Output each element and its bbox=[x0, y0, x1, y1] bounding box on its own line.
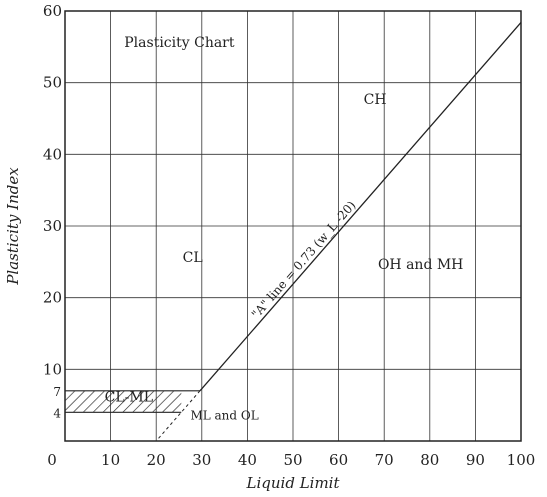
series-group bbox=[155, 22, 522, 442]
region-label: CH bbox=[364, 92, 387, 108]
a-line-extension bbox=[155, 390, 201, 442]
region-label: OH and MH bbox=[378, 257, 463, 273]
x-tick-label: 10 bbox=[101, 451, 120, 469]
y-tick-label: 10 bbox=[43, 360, 62, 378]
region-label: ML and OL bbox=[190, 409, 258, 423]
cl-ml-band bbox=[65, 390, 200, 413]
chart-title: Plasticity Chart bbox=[124, 35, 235, 51]
x-tick-labels: 0 10 20 30 40 50 60 70 80 90 100 bbox=[47, 451, 535, 469]
y-tick-label: 60 bbox=[43, 2, 62, 20]
x-tick-label: 30 bbox=[192, 451, 211, 469]
y-tick-label: 50 bbox=[43, 74, 62, 92]
x-tick-label: 90 bbox=[466, 451, 485, 469]
a-line bbox=[199, 22, 522, 392]
x-tick-label: 40 bbox=[238, 451, 257, 469]
region-label: CL-ML bbox=[105, 390, 153, 406]
x-tick-label: 100 bbox=[507, 451, 536, 469]
y-tick-labels: 10 20 30 40 50 60 4 7 bbox=[43, 2, 62, 420]
a-line-label: "A" line = 0.73 (w_L -20) bbox=[249, 198, 359, 321]
x-tick-label: 80 bbox=[420, 451, 439, 469]
region-label: CL bbox=[183, 250, 203, 266]
plot-frame bbox=[64, 10, 522, 442]
y-tick-label: 40 bbox=[43, 145, 62, 163]
x-tick-label: 50 bbox=[283, 451, 302, 469]
x-tick-label: 0 bbox=[47, 451, 57, 469]
cl-ml-hatch bbox=[65, 390, 182, 413]
y-tick-label-minor: 4 bbox=[53, 406, 61, 420]
y-tick-label: 30 bbox=[43, 217, 62, 235]
x-tick-label: 70 bbox=[375, 451, 394, 469]
y-tick-label-minor: 7 bbox=[53, 385, 61, 399]
y-axis-label: Plasticity Index bbox=[4, 167, 22, 286]
x-tick-label: 60 bbox=[329, 451, 348, 469]
region-labels: CH CL OH and MH CL-ML ML and OL bbox=[105, 92, 464, 422]
grid-lines bbox=[65, 11, 521, 441]
x-tick-label: 20 bbox=[147, 451, 166, 469]
x-axis-label: Liquid Limit bbox=[246, 474, 341, 492]
y-tick-label: 20 bbox=[43, 289, 62, 307]
